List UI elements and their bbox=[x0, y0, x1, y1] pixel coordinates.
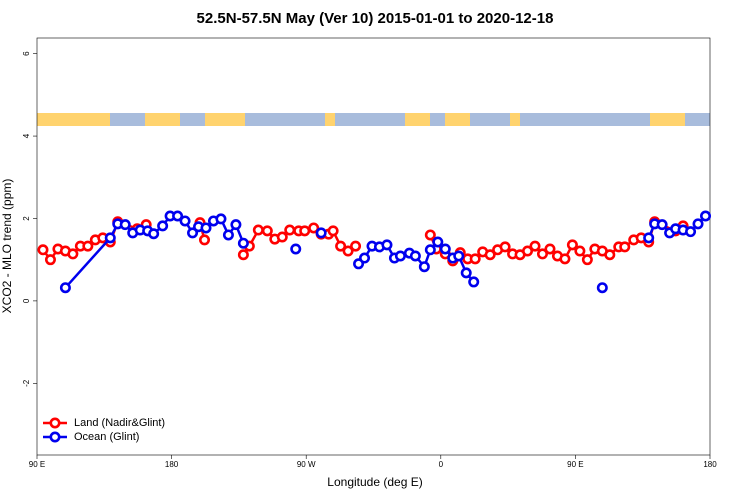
point bbox=[522, 245, 534, 257]
point bbox=[350, 240, 362, 252]
point bbox=[409, 250, 421, 262]
point bbox=[559, 253, 571, 265]
point bbox=[643, 232, 655, 244]
point bbox=[685, 226, 697, 238]
point bbox=[460, 267, 472, 279]
y-axis-label: XCO2 - MLO trend (ppm) bbox=[0, 179, 14, 314]
point bbox=[44, 254, 56, 266]
point bbox=[359, 252, 371, 264]
y-tick-label: 6 bbox=[22, 51, 31, 56]
point bbox=[692, 218, 704, 230]
point bbox=[536, 248, 548, 260]
point bbox=[335, 240, 347, 252]
point bbox=[656, 219, 668, 231]
point bbox=[299, 225, 311, 237]
point bbox=[276, 231, 288, 243]
point bbox=[574, 245, 586, 257]
point bbox=[215, 213, 227, 225]
point bbox=[469, 253, 481, 265]
y-tick-label: -2 bbox=[22, 379, 31, 387]
legend-label: Ocean (Glint) bbox=[74, 431, 139, 443]
point bbox=[581, 254, 593, 266]
y-tick-label: 4 bbox=[22, 133, 31, 138]
point bbox=[342, 245, 354, 257]
x-axis-label: Longitude (deg E) bbox=[327, 475, 422, 489]
legend-label: Land (Nadir&Glint) bbox=[74, 417, 165, 429]
plot-frame bbox=[36, 37, 711, 456]
point bbox=[37, 244, 49, 256]
point bbox=[700, 210, 712, 222]
point bbox=[432, 236, 444, 248]
point bbox=[529, 240, 541, 252]
point bbox=[290, 243, 302, 255]
point bbox=[453, 250, 465, 262]
x-tick-label: 180 bbox=[165, 460, 179, 469]
series-line bbox=[64, 214, 245, 289]
x-tick-label: 90 W bbox=[297, 460, 316, 469]
point bbox=[327, 225, 339, 237]
x-tick-label: 0 bbox=[439, 460, 444, 469]
point bbox=[104, 232, 116, 244]
point bbox=[424, 229, 436, 241]
point bbox=[604, 249, 616, 261]
point bbox=[237, 237, 249, 249]
point bbox=[619, 241, 631, 253]
x-tick-label: 90 E bbox=[567, 460, 583, 469]
point bbox=[284, 224, 296, 236]
point bbox=[237, 249, 249, 261]
point bbox=[315, 227, 327, 239]
point bbox=[544, 243, 556, 255]
point bbox=[308, 222, 320, 234]
point bbox=[261, 225, 273, 237]
point bbox=[200, 222, 212, 234]
point bbox=[172, 210, 184, 222]
point bbox=[499, 241, 511, 253]
point bbox=[381, 239, 393, 251]
point bbox=[119, 219, 131, 231]
x-tick-label: 90 E bbox=[29, 460, 45, 469]
point bbox=[252, 224, 264, 236]
y-tick-label: 2 bbox=[22, 216, 31, 221]
land-sea-strip bbox=[37, 113, 710, 126]
chart-title: 52.5N-57.5N May (Ver 10) 2015-01-01 to 2… bbox=[197, 10, 554, 27]
point bbox=[82, 240, 94, 252]
point bbox=[157, 220, 169, 232]
point bbox=[484, 249, 496, 261]
point bbox=[59, 282, 71, 294]
x-tick-label: 180 bbox=[703, 460, 717, 469]
point bbox=[179, 215, 191, 227]
point bbox=[424, 244, 436, 256]
y-tick-label: 0 bbox=[22, 298, 31, 303]
point bbox=[394, 250, 406, 262]
point bbox=[187, 227, 199, 239]
point bbox=[148, 228, 160, 240]
legend-marker bbox=[49, 417, 61, 429]
point bbox=[230, 219, 242, 231]
point bbox=[439, 243, 451, 255]
point bbox=[222, 229, 234, 241]
point bbox=[199, 234, 211, 246]
point bbox=[566, 239, 578, 251]
point bbox=[67, 248, 79, 260]
legend-marker bbox=[49, 431, 61, 443]
point bbox=[596, 282, 608, 294]
point bbox=[418, 261, 430, 273]
point bbox=[468, 276, 480, 288]
